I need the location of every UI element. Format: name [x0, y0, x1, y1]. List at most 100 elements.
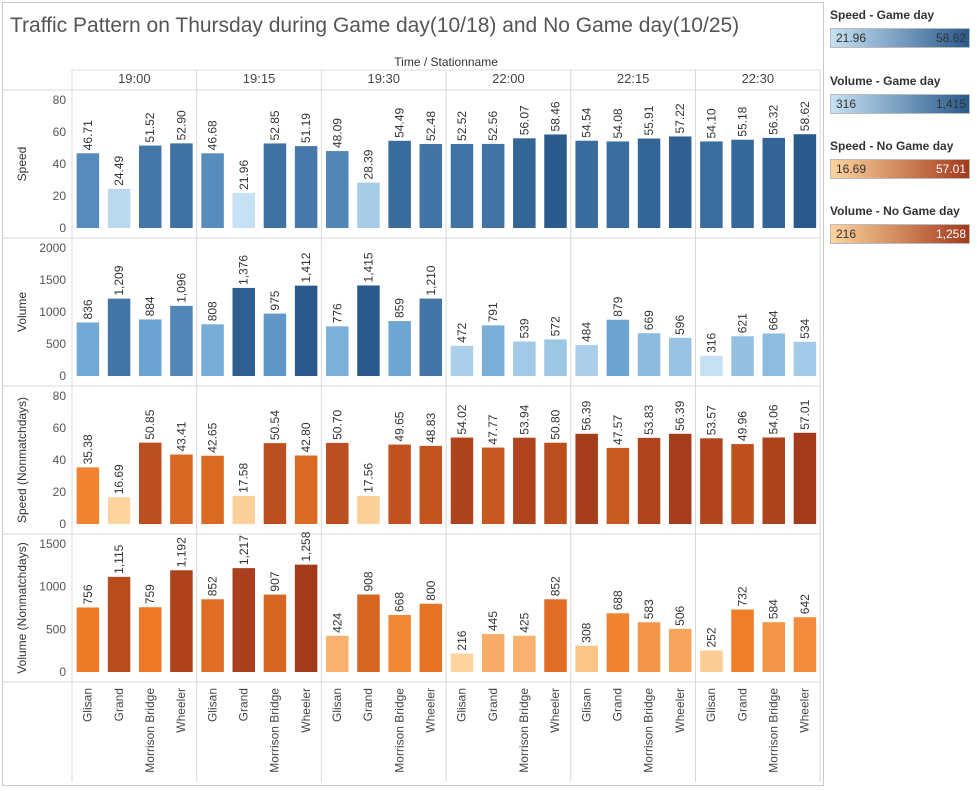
bar-grand[interactable] [481, 447, 505, 524]
bar-glisan[interactable] [700, 141, 723, 228]
bar-morrison-bridge[interactable] [388, 140, 411, 228]
bar-wheeler[interactable] [170, 143, 193, 228]
bar-wheeler[interactable] [170, 454, 193, 524]
bar-morrison-bridge[interactable] [762, 333, 785, 376]
bar-grand[interactable] [232, 287, 256, 376]
bar-grand[interactable] [481, 325, 505, 376]
bar-morrison-bridge[interactable] [513, 138, 536, 228]
bar-wheeler[interactable] [419, 445, 443, 524]
bar-morrison-bridge[interactable] [637, 333, 661, 376]
bar-grand[interactable] [107, 576, 131, 672]
bar-grand[interactable] [731, 609, 754, 672]
bar-glisan[interactable] [700, 438, 723, 524]
legend-volume-no-game-day[interactable]: Volume - No Game day 216 1,258 [830, 204, 975, 244]
bar-grand[interactable] [606, 141, 630, 228]
bar-wheeler[interactable] [544, 599, 567, 672]
bar-wheeler[interactable] [294, 455, 318, 524]
bar-morrison-bridge[interactable] [513, 437, 536, 524]
bar-wheeler[interactable] [419, 603, 443, 672]
bar-glisan[interactable] [201, 324, 224, 376]
bar-wheeler[interactable] [793, 432, 817, 524]
bar-grand[interactable] [481, 143, 505, 228]
bar-morrison-bridge[interactable] [263, 313, 287, 376]
bar-glisan[interactable] [575, 645, 598, 672]
bar-grand[interactable] [107, 497, 131, 524]
bar-wheeler[interactable] [793, 617, 817, 672]
bar-morrison-bridge[interactable] [263, 594, 287, 672]
bar-wheeler[interactable] [668, 628, 692, 672]
bar-grand[interactable] [481, 634, 505, 672]
legend-speed-no-game-day[interactable]: Speed - No Game day 16.69 57.01 [830, 139, 975, 179]
bar-morrison-bridge[interactable] [138, 607, 162, 672]
bar-morrison-bridge[interactable] [637, 622, 661, 672]
bar-glisan[interactable] [76, 467, 100, 524]
bar-glisan[interactable] [575, 433, 598, 524]
bar-morrison-bridge[interactable] [762, 137, 785, 228]
bar-glisan[interactable] [76, 607, 100, 672]
bar-wheeler[interactable] [294, 564, 318, 672]
bar-glisan[interactable] [450, 437, 474, 524]
bar-wheeler[interactable] [419, 144, 443, 228]
bar-grand[interactable] [232, 568, 256, 672]
bar-grand[interactable] [357, 182, 380, 228]
bar-glisan[interactable] [76, 153, 100, 228]
bar-grand[interactable] [232, 495, 256, 524]
bar-wheeler[interactable] [170, 305, 193, 376]
bar-grand[interactable] [107, 298, 131, 376]
bar-grand[interactable] [606, 447, 630, 524]
bar-grand[interactable] [232, 192, 256, 228]
bar-glisan[interactable] [575, 345, 598, 376]
bar-wheeler[interactable] [668, 337, 692, 376]
bar-morrison-bridge[interactable] [388, 444, 411, 524]
bar-grand[interactable] [107, 188, 131, 228]
bar-glisan[interactable] [700, 650, 723, 672]
bar-grand[interactable] [357, 285, 380, 376]
bar-grand[interactable] [606, 319, 630, 376]
bar-morrison-bridge[interactable] [263, 443, 287, 524]
bar-glisan[interactable] [326, 326, 349, 376]
bar-glisan[interactable] [326, 635, 349, 672]
bar-wheeler[interactable] [668, 433, 692, 524]
bar-grand[interactable] [606, 613, 630, 672]
bar-wheeler[interactable] [294, 285, 318, 376]
bar-morrison-bridge[interactable] [513, 635, 536, 672]
bar-grand[interactable] [731, 139, 754, 228]
bar-wheeler[interactable] [170, 570, 193, 672]
bar-wheeler[interactable] [419, 298, 443, 376]
bar-glisan[interactable] [76, 322, 100, 376]
bar-morrison-bridge[interactable] [138, 145, 162, 228]
bar-grand[interactable] [731, 336, 754, 376]
bar-glisan[interactable] [326, 442, 349, 524]
bar-wheeler[interactable] [544, 134, 567, 228]
bar-wheeler[interactable] [668, 136, 692, 228]
bar-morrison-bridge[interactable] [637, 138, 661, 228]
legend-volume-game-day[interactable]: Volume - Game day 316 1,415 [830, 74, 975, 114]
bar-morrison-bridge[interactable] [138, 319, 162, 376]
bar-grand[interactable] [357, 495, 380, 524]
bar-glisan[interactable] [575, 140, 598, 228]
bar-morrison-bridge[interactable] [762, 622, 785, 672]
bar-morrison-bridge[interactable] [388, 614, 411, 672]
bar-wheeler[interactable] [544, 442, 567, 524]
bar-wheeler[interactable] [294, 146, 318, 228]
bar-glisan[interactable] [201, 153, 224, 228]
bar-wheeler[interactable] [793, 341, 817, 376]
legend-speed-game-day[interactable]: Speed - Game day 21.96 58.62 [830, 8, 975, 48]
bar-glisan[interactable] [201, 455, 224, 524]
bar-morrison-bridge[interactable] [263, 143, 287, 228]
bar-grand[interactable] [357, 594, 380, 672]
bar-glisan[interactable] [201, 599, 224, 672]
bar-glisan[interactable] [700, 355, 723, 376]
bar-morrison-bridge[interactable] [637, 437, 661, 524]
bar-morrison-bridge[interactable] [388, 321, 411, 376]
bar-grand[interactable] [731, 444, 754, 524]
bar-glisan[interactable] [450, 143, 474, 228]
bar-morrison-bridge[interactable] [138, 442, 162, 524]
bar-morrison-bridge[interactable] [762, 437, 785, 524]
bar-glisan[interactable] [450, 345, 474, 376]
bar-morrison-bridge[interactable] [513, 341, 536, 376]
bar-glisan[interactable] [326, 151, 349, 228]
bar-wheeler[interactable] [544, 339, 567, 376]
bar-glisan[interactable] [450, 653, 474, 672]
bar-wheeler[interactable] [793, 134, 817, 228]
